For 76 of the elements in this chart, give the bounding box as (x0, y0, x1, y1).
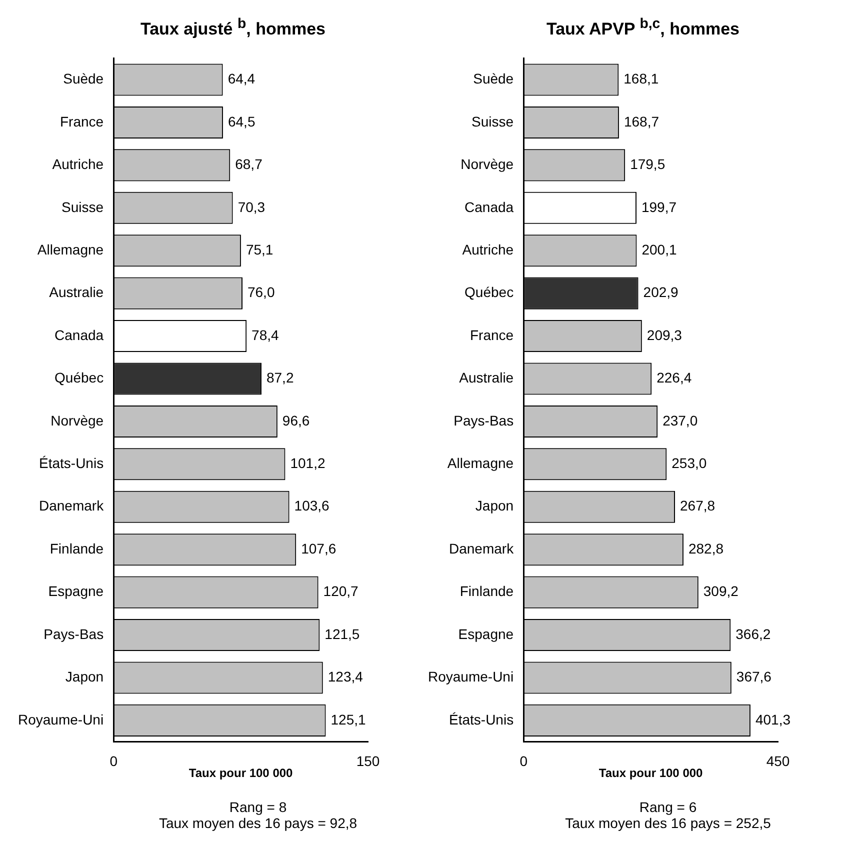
y-tick-label: Finlande (50, 540, 104, 556)
data-label: 209,3 (646, 326, 682, 343)
y-tick-label: Espagne (48, 582, 104, 599)
y-tick-label: Danemark (448, 540, 515, 556)
data-label: 75,1 (246, 241, 274, 258)
data-label: 267,8 (680, 497, 716, 514)
data-label: 101,2 (290, 454, 326, 471)
y-tick-label: Autriche (52, 156, 104, 172)
data-label: 202,9 (643, 284, 679, 300)
data-label: 366,2 (736, 626, 771, 642)
data-label: 87,2 (266, 369, 294, 386)
y-tick-label: Pays-Bas (44, 626, 104, 642)
data-label: 123,4 (328, 668, 364, 684)
y-tick-label: Royaume-Uni (428, 668, 514, 684)
data-label: 179,5 (630, 156, 666, 172)
x-tick-label: 0 (110, 752, 118, 769)
y-tick-label: France (470, 326, 514, 343)
y-tick-label: Canada (464, 198, 514, 214)
y-tick-label: Suisse (472, 112, 514, 129)
text: Taux moyen des 16 pays = 252,5 (564, 814, 772, 831)
y-tick-label: Australie (49, 284, 104, 300)
data-label: 401,3 (755, 710, 791, 727)
data-label: 200,1 (642, 241, 677, 258)
data-label: 237,0 (662, 412, 698, 428)
y-tick-label: Royaume-Uni (18, 710, 104, 727)
y-tick-label: Norvège (460, 156, 514, 172)
data-label: 107,6 (301, 540, 336, 556)
y-tick-label: Suède (63, 70, 104, 86)
y-tick-label: Pays-Bas (454, 412, 514, 428)
data-label: 120,7 (323, 582, 359, 599)
chart-title: Taux ajusté $^{b}$, hommes (139, 16, 326, 40)
data-label: 168,7 (624, 112, 660, 129)
data-label: 253,0 (672, 454, 707, 471)
data-label: 68,7 (235, 156, 263, 172)
x-axis-title: Taux pour 100 000 (598, 766, 704, 780)
y-tick-label: Allemagne (37, 241, 104, 258)
y-tick-label: France (60, 112, 104, 129)
x-tick-label: 0 (520, 752, 528, 769)
y-tick-label: Japon (475, 497, 514, 514)
y-tick-label: Québec (54, 369, 104, 386)
y-tick-label: Autriche (462, 241, 514, 258)
data-label: 309,2 (703, 582, 739, 599)
y-tick-label: Danemark (38, 497, 105, 514)
y-tick-label: Allemagne (447, 454, 514, 471)
y-tick-label: États-Unis (39, 454, 104, 471)
text: Rang = 8 (228, 798, 288, 815)
data-label: 76,0 (247, 284, 275, 300)
data-label: 96,6 (282, 412, 310, 428)
data-label: 78,4 (252, 326, 280, 343)
data-label: 226,4 (656, 369, 692, 386)
text: Rang = 6 (638, 798, 698, 815)
data-label: 64,4 (228, 70, 256, 86)
y-tick-label: Suisse (62, 198, 104, 214)
x-tick-label: 150 (356, 752, 380, 769)
data-label: 125,1 (330, 710, 366, 727)
data-label: 199,7 (641, 198, 677, 214)
y-tick-label: Québec (464, 284, 514, 300)
data-label: 121,5 (324, 626, 360, 642)
data-label: 70,3 (238, 198, 266, 214)
y-tick-label: Japon (65, 668, 104, 684)
y-tick-label: États-Unis (449, 710, 514, 727)
y-tick-label: Finlande (460, 582, 514, 599)
data-label: 103,6 (294, 497, 330, 514)
data-label: 168,1 (624, 70, 659, 86)
y-tick-label: Espagne (458, 626, 514, 642)
data-label: 367,6 (736, 668, 772, 684)
x-axis-title: Taux pour 100 000 (188, 766, 294, 780)
y-tick-label: Canada (54, 326, 104, 343)
chart-title: Taux APVP $^{b,c}$, hommes (545, 16, 741, 40)
data-label: 64,5 (228, 112, 256, 129)
x-tick-label: 450 (766, 752, 790, 769)
y-tick-label: Suède (473, 70, 514, 86)
text: Taux moyen des 16 pays = 92,8 (158, 814, 358, 831)
y-tick-label: Australie (459, 369, 514, 386)
y-tick-label: Norvège (50, 412, 104, 428)
data-label: 282,8 (688, 540, 724, 556)
